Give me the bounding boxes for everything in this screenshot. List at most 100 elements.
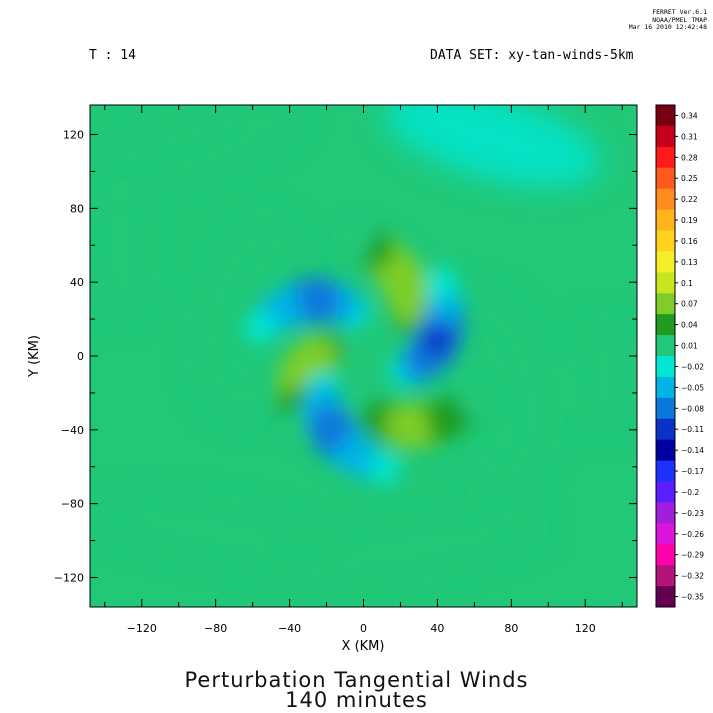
x-axis-label: X (KM) <box>342 639 385 654</box>
dataset-label: DATA SET: xy-tan-winds-5km <box>430 48 634 63</box>
x-tick-label: −120 <box>127 622 157 635</box>
colorbar-swatch <box>656 314 675 336</box>
colorbar-swatch <box>656 586 675 608</box>
colorbar-label: 0.04 <box>681 321 698 330</box>
y-axis: −120 −80 −40 0 40 80 120 <box>54 129 637 584</box>
y-tick-label: 0 <box>77 350 84 363</box>
positive-spiral-arm <box>351 384 490 450</box>
colorbar-label: −0.17 <box>681 467 704 476</box>
colorbar-swatch <box>656 418 675 441</box>
colorbar-swatch <box>656 460 675 482</box>
colorbar-swatch <box>656 544 675 566</box>
colorbar: 0.34 0.31 0.28 0.25 0.22 0.19 0.16 0.13 0.1 0.07 0… <box>655 104 704 608</box>
x-tick-label: −80 <box>204 622 227 635</box>
colorbar-label: −0.29 <box>681 551 704 560</box>
spiral-blob <box>341 224 375 257</box>
colorbar-swatch <box>656 251 675 273</box>
outer-field-band <box>385 105 601 187</box>
spiral-core <box>400 411 431 441</box>
outer-field-band <box>581 319 626 430</box>
y-tick-label: −40 <box>61 424 84 437</box>
y-tick-label: 40 <box>70 276 84 289</box>
x-axis: −120 −80 −40 0 40 80 120 <box>104 105 623 635</box>
outer-field-band <box>97 171 150 320</box>
y-tick-label: 120 <box>63 129 84 142</box>
colorbar-swatch <box>656 146 675 169</box>
colorbar-label: −0.2 <box>681 488 699 497</box>
colorbar-label: 0.31 <box>681 132 698 141</box>
x-tick-label: 120 <box>575 622 596 635</box>
colorbar-swatch <box>656 209 675 231</box>
negative-spiral-arm <box>243 277 371 344</box>
colorbar-label: −0.14 <box>681 446 704 455</box>
colorbar-swatch <box>656 356 675 378</box>
spiral-blob <box>425 267 459 300</box>
colorbar-label: −0.11 <box>681 425 704 434</box>
colorbar-label: −0.26 <box>681 530 704 539</box>
outer-field-band <box>254 513 547 586</box>
y-axis-label: Y (KM) <box>27 335 42 378</box>
spiral-blob <box>243 311 277 344</box>
colorbar-swatch <box>656 376 675 399</box>
stamp-line: FERRET Ver.6.1 <box>652 8 707 16</box>
x-tick-label: −40 <box>278 622 301 635</box>
time-step-label: T : 14 <box>89 48 136 63</box>
y-tick-label: 80 <box>70 202 84 215</box>
spiral-core <box>296 285 327 316</box>
colorbar-label: 0.28 <box>681 153 698 162</box>
colorbar-label: 0.16 <box>681 237 698 246</box>
outer-field-band <box>90 497 344 566</box>
colorbar-swatch <box>656 293 675 315</box>
spiral-core <box>319 418 349 449</box>
colorbar-label: 0.34 <box>681 111 698 120</box>
x-tick-label: 80 <box>504 622 518 635</box>
ferret-version-stamp: FERRET Ver.6.1 NOAA/PMEL TMAP Mar 16 201… <box>587 8 707 32</box>
outer-field-band <box>435 292 551 494</box>
colorbar-label: 0.19 <box>681 216 698 225</box>
colorbar-swatch <box>656 565 675 587</box>
colorbar-swatch <box>656 397 675 420</box>
colorbar-label: −0.32 <box>681 572 704 581</box>
colorbar-label: 0.13 <box>681 258 698 267</box>
colorbar-swatch <box>656 125 675 148</box>
negative-spiral-arm <box>388 267 465 388</box>
spiral-blob <box>368 452 401 485</box>
colorbar-label: 0.1 <box>681 279 693 288</box>
chart-subtitle: 140 minutes <box>285 688 428 712</box>
spiral-blob <box>457 384 490 417</box>
x-tick-label: 0 <box>360 622 367 635</box>
negative-spiral-arm <box>303 371 401 485</box>
colorbar-label: −0.08 <box>681 404 704 413</box>
colorbar-swatch <box>656 167 675 190</box>
spiral-core <box>422 326 453 357</box>
colorbar-swatch <box>656 502 675 524</box>
colorbar-label: 0.07 <box>681 300 698 309</box>
stamp-line: NOAA/PMEL TMAP <box>652 15 707 24</box>
colorbar-label: −0.23 <box>681 509 704 518</box>
stamp-line: Mar 16 2010 12:42:48 <box>628 23 707 31</box>
y-tick-label: −120 <box>54 571 84 584</box>
colorbar-label: −0.05 <box>681 383 704 392</box>
colorbar-label: 0.22 <box>681 195 698 204</box>
colorbar-swatch <box>656 335 675 357</box>
colorbar-swatch <box>656 523 675 545</box>
colorbar-swatch <box>656 272 675 294</box>
colorbar-label: 0.25 <box>681 174 698 183</box>
colorbar-swatch <box>656 230 675 252</box>
colorbar-label: −0.35 <box>681 593 704 602</box>
colorbar-label: 0.01 <box>681 342 698 351</box>
field-spiral-features <box>243 224 490 485</box>
colorbar-swatch <box>656 481 675 503</box>
colorbar-swatch <box>656 188 675 211</box>
plot-area <box>90 105 637 607</box>
colorbar-swatch <box>656 439 675 462</box>
colorbar-swatch <box>656 105 675 127</box>
spiral-core <box>389 267 419 297</box>
colorbar-frame <box>655 104 676 608</box>
chart-title: Perturbation Tangential Winds <box>184 668 529 692</box>
colorbar-label: −0.02 <box>681 362 704 371</box>
positive-spiral-arm <box>341 224 432 347</box>
y-tick-label: −80 <box>61 498 84 511</box>
